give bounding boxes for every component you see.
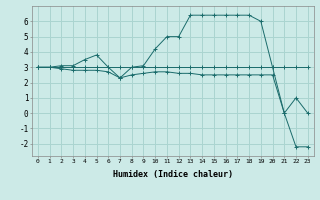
X-axis label: Humidex (Indice chaleur): Humidex (Indice chaleur)	[113, 170, 233, 179]
